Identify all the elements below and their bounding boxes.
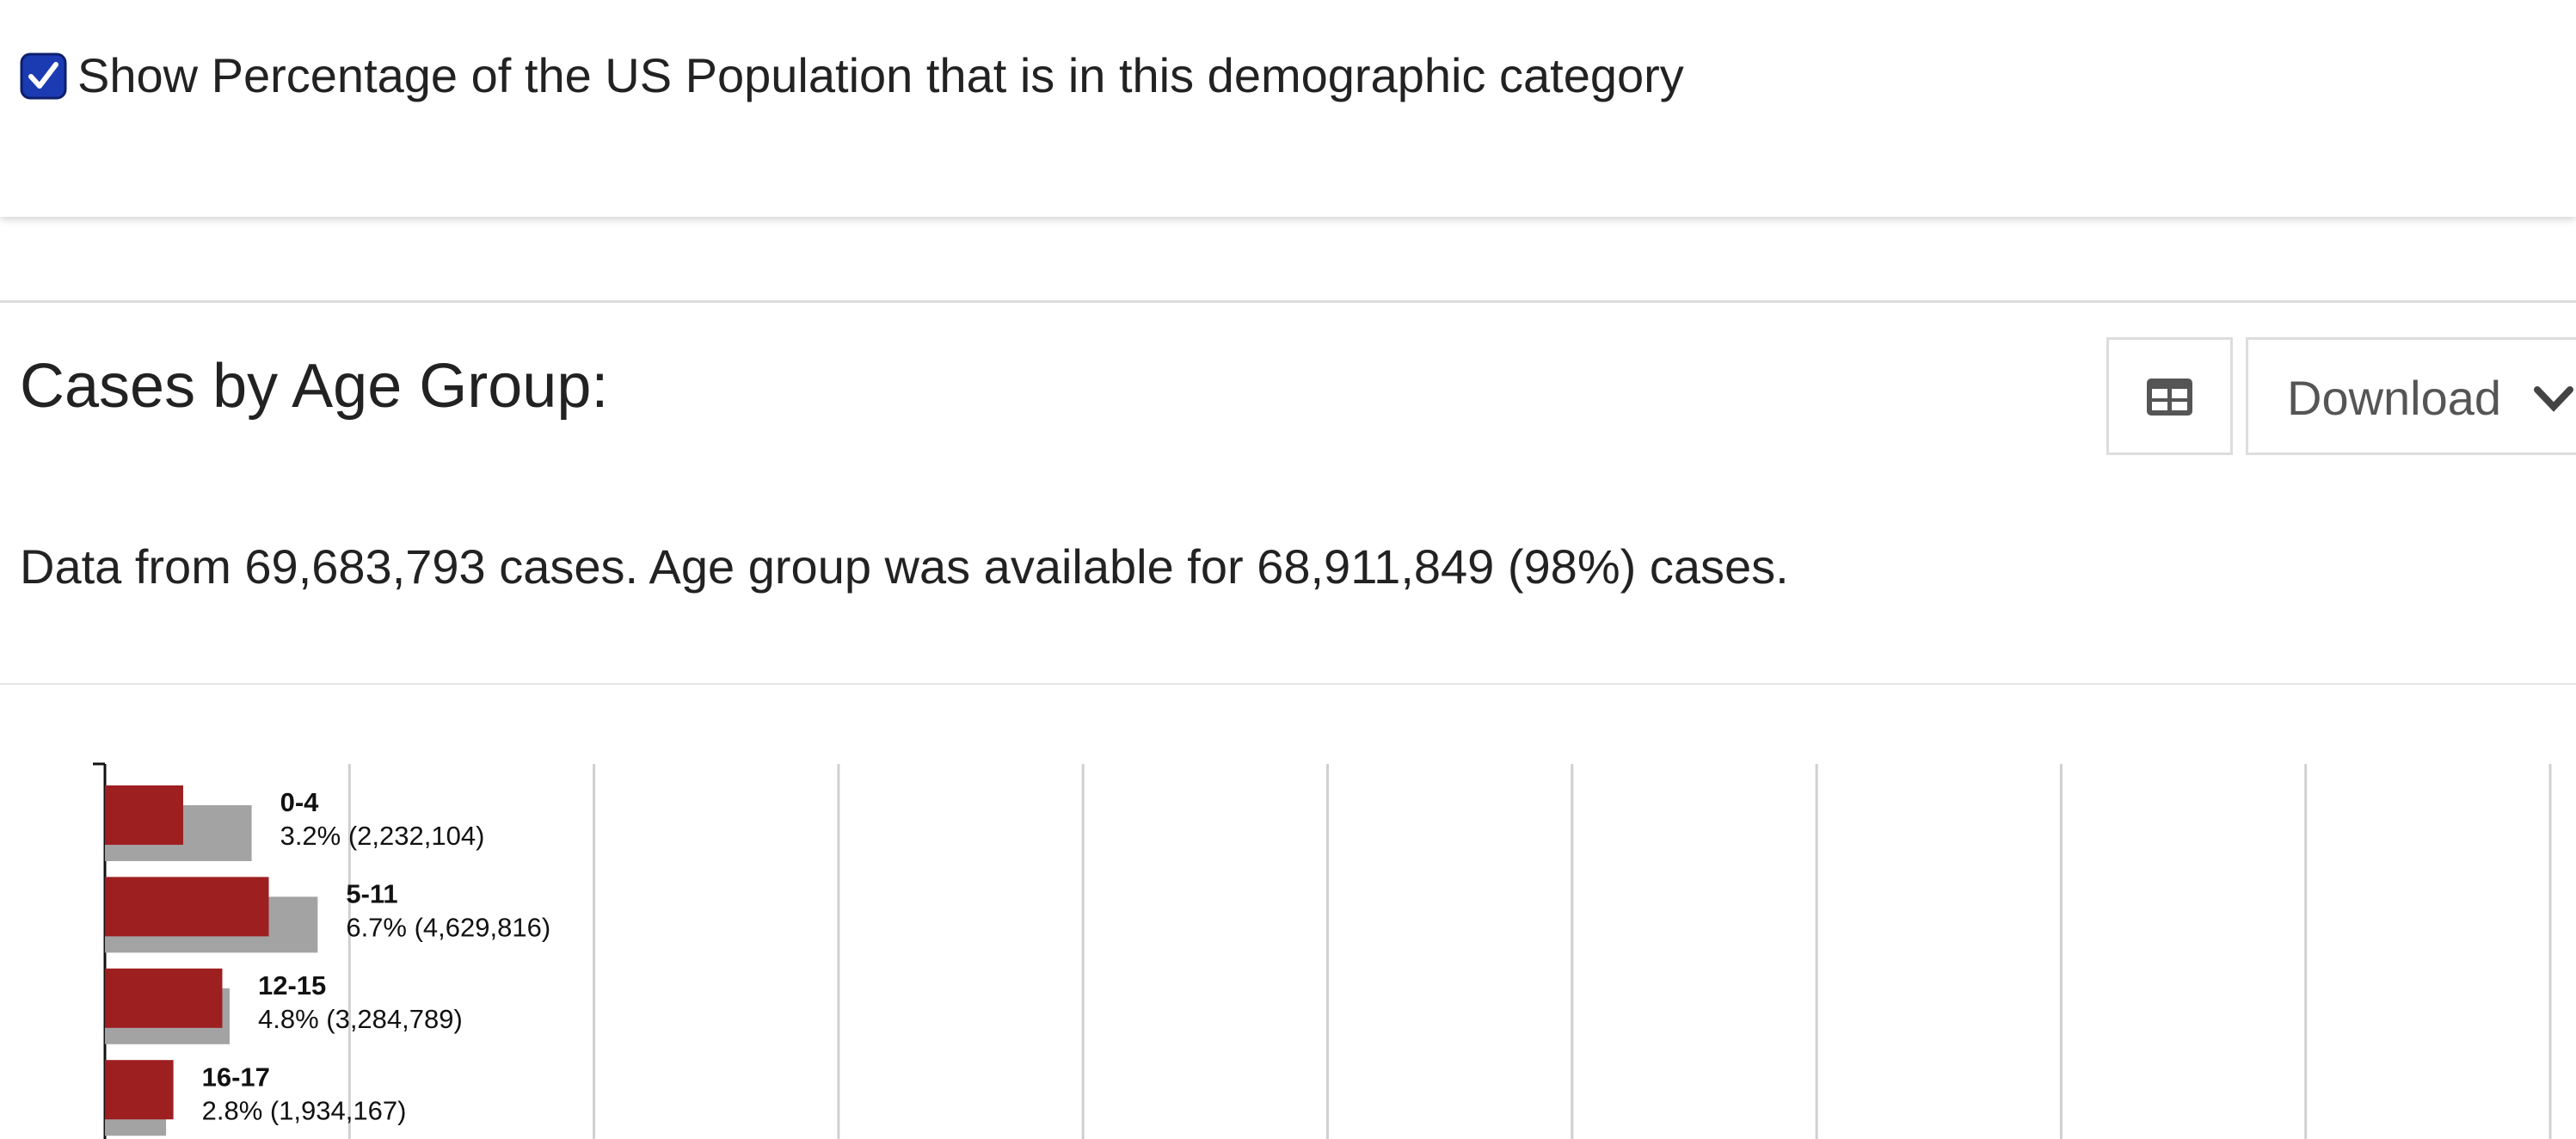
separator: [0, 683, 2576, 685]
checkbox-label[interactable]: Show Percentage of the US Population tha…: [77, 48, 1684, 102]
category-label: 12-15: [258, 970, 326, 1000]
cases-bar: [105, 877, 269, 937]
value-label: 3.2% (2,232,104): [280, 821, 485, 851]
table-view-button[interactable]: [2106, 337, 2233, 455]
section-title: Cases by Age Group:: [20, 352, 609, 421]
category-label: 0-4: [280, 787, 320, 817]
cases-bar: [105, 1060, 174, 1120]
cases-bar: [105, 968, 223, 1028]
download-button[interactable]: Download: [2246, 337, 2576, 455]
value-label: 4.8% (3,284,789): [258, 1004, 463, 1034]
checkbox[interactable]: [20, 52, 67, 100]
table-icon: [2147, 379, 2192, 416]
data-note: Data from 69,683,793 cases. Age group wa…: [20, 539, 1789, 594]
value-label: 6.7% (4,629,816): [346, 913, 550, 943]
spacer-band: [0, 217, 2576, 303]
category-label: 16-17: [202, 1062, 270, 1092]
category-label: 5-11: [346, 879, 397, 909]
filter-bar: Show Percentage of the US Population tha…: [0, 0, 2576, 217]
download-label: Download: [2287, 371, 2502, 425]
value-label: 2.8% (1,934,167): [202, 1095, 407, 1125]
chevron-icon: [2534, 386, 2573, 412]
cases-bar: [105, 785, 183, 845]
